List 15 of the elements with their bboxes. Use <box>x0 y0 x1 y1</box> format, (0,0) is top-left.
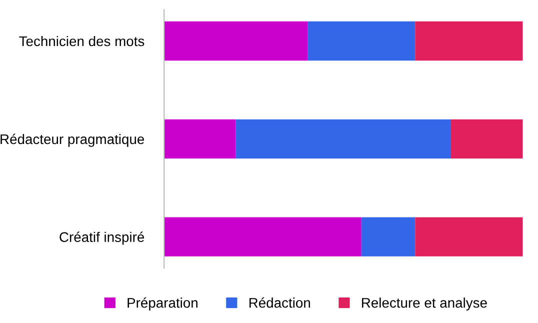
bar <box>308 21 416 61</box>
y-tick-label: Rédacteur pragmatique <box>0 134 144 147</box>
bar <box>451 119 523 158</box>
bar <box>164 217 362 256</box>
bar <box>415 21 523 61</box>
bar <box>236 119 452 158</box>
bar <box>361 217 416 256</box>
legend-label: Rédaction <box>249 297 310 308</box>
bar <box>415 217 523 256</box>
bar <box>164 119 236 158</box>
y-tick-label: Technicien des mots <box>19 36 144 46</box>
y-tick-label: Créatif inspiré <box>60 232 144 245</box>
legend-label: Relecture et analyse <box>362 298 487 310</box>
legend-label: Préparation <box>128 297 198 310</box>
bar <box>164 21 308 61</box>
